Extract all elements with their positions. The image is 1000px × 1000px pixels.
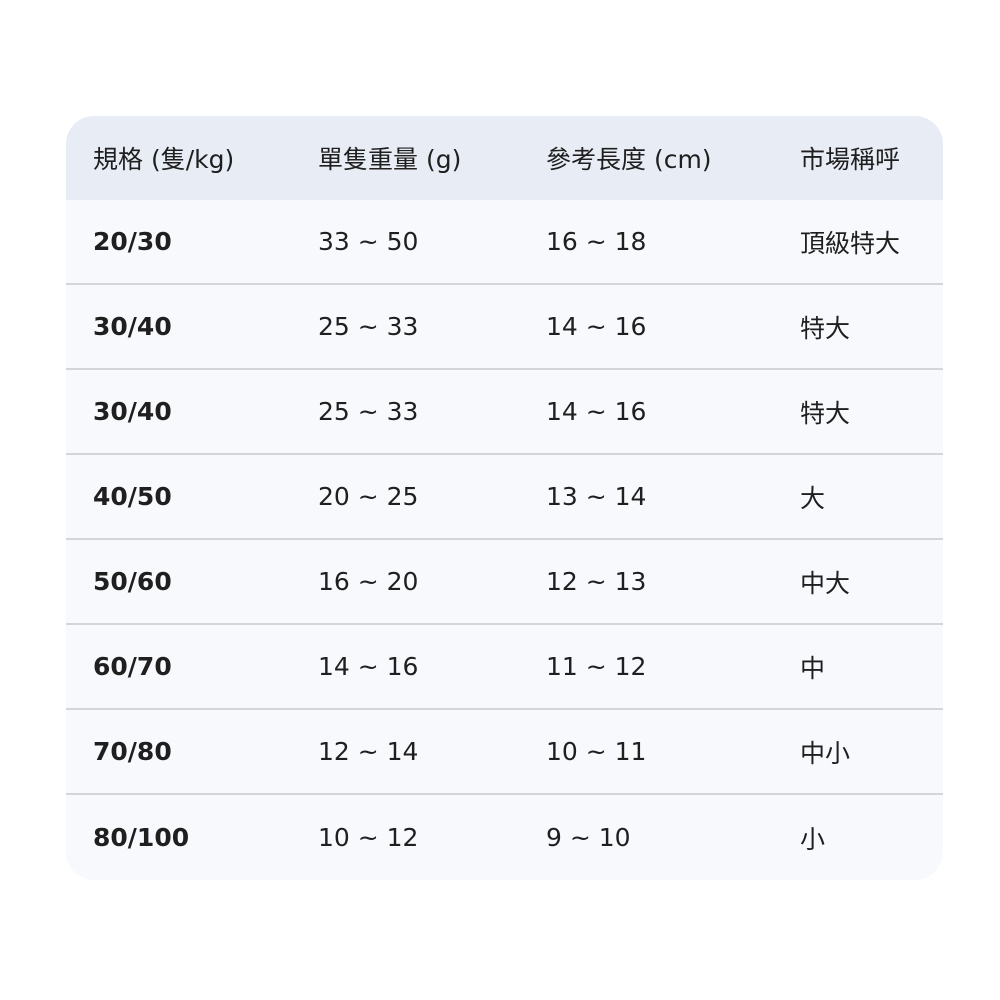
table-row: 80/100 10 ~ 12 9 ~ 10 小	[66, 795, 943, 880]
cell-size: 70/80	[93, 737, 172, 766]
cell-weight: 33 ~ 50	[318, 227, 419, 256]
table-header: 規格 (隻/kg) 單隻重量 (g) 參考長度 (cm) 市場稱呼	[66, 116, 943, 200]
header-market-name: 市場稱呼	[800, 145, 901, 174]
cell-size: 30/40	[93, 397, 172, 426]
cell-market-name: 特大	[800, 398, 851, 428]
header-size: 規格 (隻/kg)	[93, 145, 235, 174]
shrimp-size-table: 規格 (隻/kg) 單隻重量 (g) 參考長度 (cm) 市場稱呼 20/30 3…	[66, 116, 943, 880]
cell-length: 11 ~ 12	[546, 652, 647, 681]
cell-length: 14 ~ 16	[546, 397, 647, 426]
cell-weight: 20 ~ 25	[318, 482, 419, 511]
table-row: 50/60 16 ~ 20 12 ~ 13 中大	[66, 540, 943, 625]
table-row: 70/80 12 ~ 14 10 ~ 11 中小	[66, 710, 943, 795]
cell-weight: 10 ~ 12	[318, 823, 419, 852]
cell-length: 10 ~ 11	[546, 737, 647, 766]
cell-size: 20/30	[93, 227, 172, 256]
cell-weight: 12 ~ 14	[318, 737, 419, 766]
table-row: 40/50 20 ~ 25 13 ~ 14 大	[66, 455, 943, 540]
header-weight: 單隻重量 (g)	[318, 145, 462, 174]
cell-size: 40/50	[93, 482, 172, 511]
cell-market-name: 中小	[800, 738, 851, 768]
cell-weight: 25 ~ 33	[318, 397, 419, 426]
cell-size: 50/60	[93, 567, 172, 596]
cell-weight: 16 ~ 20	[318, 567, 419, 596]
cell-market-name: 小	[800, 824, 826, 854]
cell-length: 16 ~ 18	[546, 227, 647, 256]
cell-length: 9 ~ 10	[546, 823, 631, 852]
table-body: 20/30 33 ~ 50 16 ~ 18 頂級特大 30/40 25 ~ 33 14 ~ …	[66, 200, 943, 880]
table-row: 20/30 33 ~ 50 16 ~ 18 頂級特大	[66, 200, 943, 285]
cell-length: 12 ~ 13	[546, 567, 647, 596]
table-row: 30/40 25 ~ 33 14 ~ 16 特大	[66, 285, 943, 370]
cell-weight: 14 ~ 16	[318, 652, 419, 681]
cell-market-name: 中	[800, 653, 826, 683]
table-row: 30/40 25 ~ 33 14 ~ 16 特大	[66, 370, 943, 455]
cell-size: 60/70	[93, 652, 172, 681]
cell-size: 80/100	[93, 823, 190, 852]
cell-size: 30/40	[93, 312, 172, 341]
cell-market-name: 中大	[800, 568, 851, 598]
cell-market-name: 大	[800, 483, 826, 513]
cell-market-name: 頂級特大	[800, 228, 901, 258]
cell-length: 13 ~ 14	[546, 482, 647, 511]
cell-length: 14 ~ 16	[546, 312, 647, 341]
cell-weight: 25 ~ 33	[318, 312, 419, 341]
cell-market-name: 特大	[800, 313, 851, 343]
header-length: 參考長度 (cm)	[546, 145, 712, 174]
table-row: 60/70 14 ~ 16 11 ~ 12 中	[66, 625, 943, 710]
